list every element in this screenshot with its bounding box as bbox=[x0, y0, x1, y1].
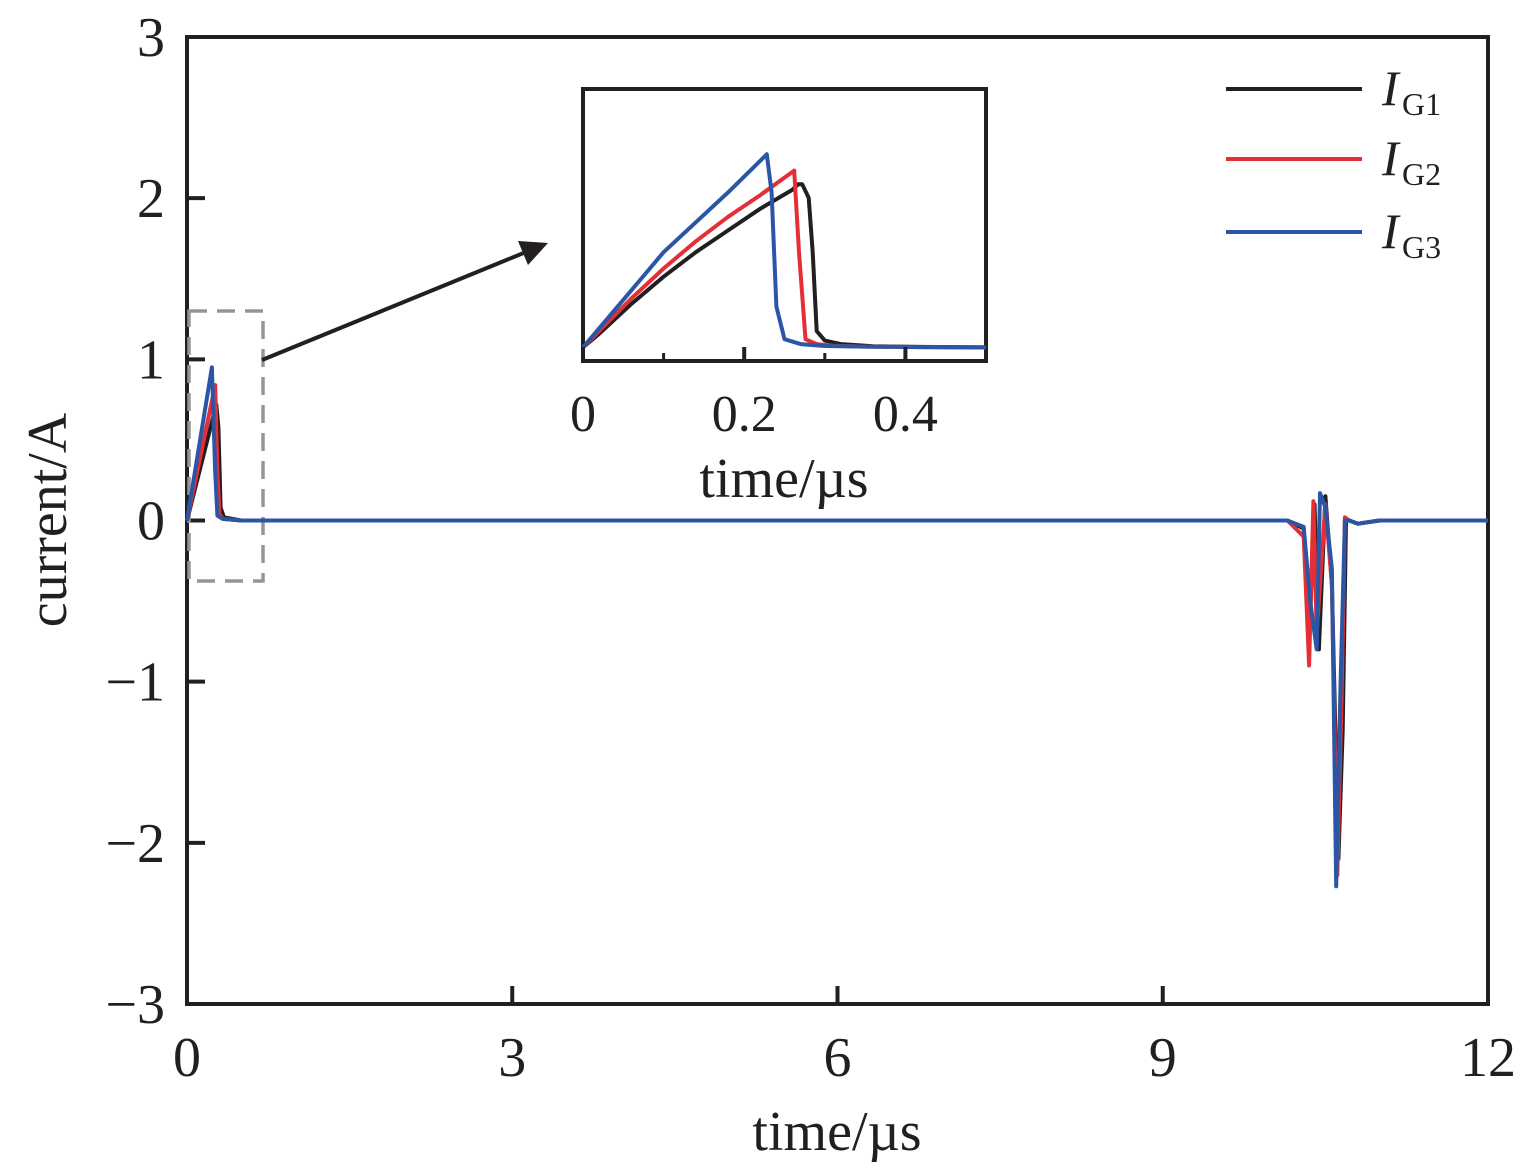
x-axis-title: time/µs bbox=[752, 1101, 921, 1163]
x-tick-label: 0 bbox=[173, 1027, 201, 1089]
inset-x-axis-ticks: 0 0.2 0.4 bbox=[570, 347, 938, 443]
main-series-group bbox=[185, 365, 1488, 889]
y-axis-ticks: 3 2 1 0 −1 −2 −3 bbox=[105, 7, 205, 1036]
inset-x-tick-label: 0 bbox=[570, 386, 596, 443]
y-tick-label: 2 bbox=[137, 168, 165, 230]
y-tick-label: 0 bbox=[137, 491, 165, 553]
y-tick-label: −1 bbox=[105, 652, 165, 714]
series-line-g3 bbox=[185, 365, 1488, 889]
inset-chart: 0 0.2 0.4 time/µs bbox=[570, 87, 988, 510]
inset-plot-area bbox=[581, 87, 988, 363]
x-tick-label: 3 bbox=[498, 1027, 526, 1089]
legend-label-main: I bbox=[1381, 60, 1401, 116]
y-tick-label: −3 bbox=[105, 974, 165, 1036]
inset-x-axis-title: time/µs bbox=[699, 448, 868, 510]
legend-label-main: I bbox=[1381, 203, 1401, 259]
y-tick-label: 1 bbox=[137, 329, 165, 391]
x-axis-ticks: 0 3 6 9 12 bbox=[173, 986, 1516, 1089]
y-tick-label: −2 bbox=[105, 813, 165, 875]
legend-label-sub: G1 bbox=[1402, 86, 1441, 122]
legend-label-sub: G3 bbox=[1402, 229, 1441, 265]
inset-series-line-g3 bbox=[581, 152, 987, 350]
x-tick-label: 6 bbox=[824, 1027, 852, 1089]
zoom-arrow bbox=[261, 250, 527, 362]
legend-label-sub: G2 bbox=[1402, 156, 1441, 192]
zoom-arrow-head bbox=[518, 241, 548, 265]
inset-x-tick-label: 0.4 bbox=[873, 386, 938, 443]
y-axis-title: current/A bbox=[17, 412, 79, 627]
inset-series-group bbox=[581, 152, 987, 350]
y-tick-label: 3 bbox=[137, 7, 165, 69]
x-tick-label: 12 bbox=[1460, 1027, 1516, 1089]
x-tick-label: 9 bbox=[1149, 1027, 1177, 1089]
legend: I G1I G2I G3 bbox=[1226, 60, 1441, 265]
legend-label-main: I bbox=[1381, 130, 1401, 186]
zoom-region-box bbox=[187, 309, 265, 583]
inset-x-tick-label: 0.2 bbox=[712, 386, 777, 443]
